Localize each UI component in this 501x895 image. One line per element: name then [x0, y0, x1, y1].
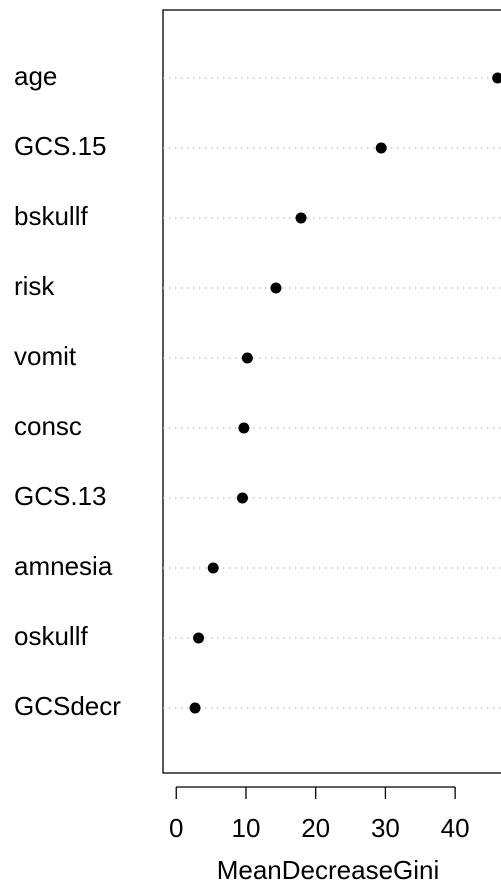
dot: [238, 422, 250, 434]
y-tick-label: amnesia: [14, 551, 113, 581]
y-tick-label: GCS.13: [14, 481, 107, 511]
y-tick-label: GCSdecr: [14, 691, 121, 721]
dot: [193, 632, 205, 644]
y-tick-label: consc: [14, 411, 82, 441]
y-tick-label: risk: [14, 271, 55, 301]
dot: [207, 562, 219, 574]
y-tick-label: bskullf: [14, 201, 88, 231]
y-tick-label: oskullf: [14, 621, 88, 651]
dot: [241, 352, 253, 364]
x-axis-label: MeanDecreaseGini: [217, 855, 440, 885]
dot: [236, 492, 248, 504]
y-tick-label: GCS.15: [14, 131, 107, 161]
dot: [375, 142, 387, 154]
y-tick-label: age: [14, 61, 57, 91]
dot: [295, 212, 307, 224]
x-tick-label: 0: [169, 813, 183, 843]
dot: [270, 282, 282, 294]
x-tick-label: 40: [441, 813, 470, 843]
dot: [189, 702, 201, 714]
plot-box: [162, 9, 501, 774]
x-tick-label: 30: [371, 813, 400, 843]
x-tick-label: 20: [301, 813, 330, 843]
dot: [492, 72, 501, 84]
x-tick-label: 10: [232, 813, 261, 843]
y-tick-label: vomit: [14, 341, 77, 371]
